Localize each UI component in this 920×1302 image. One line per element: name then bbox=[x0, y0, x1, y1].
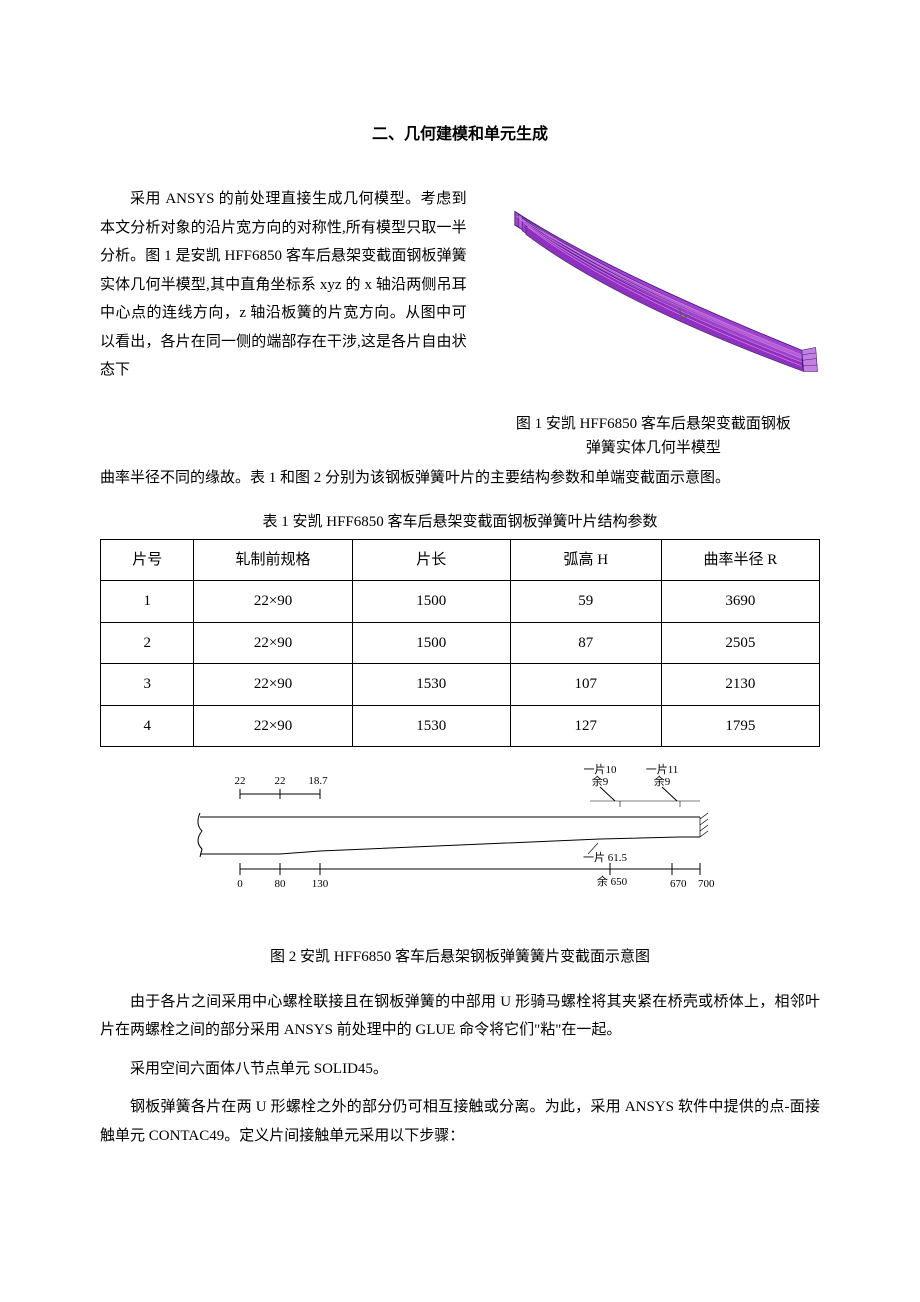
figure-column: 图 1 安凯 HFF6850 客车后悬架变截面钢板 弹簧实体几何半模型 bbox=[487, 185, 820, 460]
table-header-row: 片号 轧制前规格 片长 弧高 H 曲率半径 R bbox=[101, 539, 820, 581]
table-body: 122×901500593690 222×901500872505 322×90… bbox=[101, 581, 820, 747]
dim-22b: 22 bbox=[275, 775, 286, 787]
spring-model-svg bbox=[487, 185, 820, 395]
col-4: 曲率半径 R bbox=[661, 539, 819, 581]
section-title: 二、几何建模和单元生成 bbox=[100, 120, 820, 150]
text-column: 采用 ANSYS 的前处理直接生成几何模型。考虑到本文分析对象的沿片宽方向的对称… bbox=[100, 185, 467, 385]
col-1: 轧制前规格 bbox=[194, 539, 352, 581]
table-row: 122×901500593690 bbox=[101, 581, 820, 623]
table-row: 222×901500872505 bbox=[101, 622, 820, 664]
x80: 80 bbox=[275, 878, 287, 890]
dim-22a: 22 bbox=[235, 775, 246, 787]
note-yp11: 一片11 bbox=[646, 763, 679, 776]
cross-section-svg: 22 22 18.7 一片10 余9 一片11 余9 bbox=[180, 759, 740, 919]
fig1-caption-line1: 图 1 安凯 HFF6850 客车后悬架变截面钢板 bbox=[516, 416, 791, 432]
para-1: 采用 ANSYS 的前处理直接生成几何模型。考虑到本文分析对象的沿片宽方向的对称… bbox=[100, 185, 467, 385]
x0: 0 bbox=[237, 878, 243, 890]
mark-yp615: 一片 61.5 bbox=[583, 851, 627, 864]
x670: 670 bbox=[670, 878, 687, 890]
col-0: 片号 bbox=[101, 539, 194, 581]
two-column-block: 采用 ANSYS 的前处理直接生成几何模型。考虑到本文分析对象的沿片宽方向的对称… bbox=[100, 185, 820, 460]
table-row: 322×9015301072130 bbox=[101, 664, 820, 706]
note-yp10: 一片10 bbox=[584, 763, 617, 776]
para-4: 钢板弹簧各片在两 U 形螺栓之外的部分仍可相互接触或分离。为此，采用 ANSYS… bbox=[100, 1093, 820, 1150]
table-row: 422×9015301271795 bbox=[101, 705, 820, 747]
para-3: 采用空间六面体八节点单元 SOLID45。 bbox=[100, 1055, 820, 1084]
note-yu9b: 余9 bbox=[654, 774, 671, 788]
para-2: 由于各片之间采用中心螺栓联接且在钢板弹簧的中部用 U 形骑马螺栓将其夹紧在桥壳或… bbox=[100, 988, 820, 1045]
dim-18-7: 18.7 bbox=[308, 775, 328, 787]
figure-2: 22 22 18.7 一片10 余9 一片11 余9 bbox=[100, 759, 820, 972]
note-yu9a: 余9 bbox=[592, 774, 609, 788]
table-1: 片号 轧制前规格 片长 弧高 H 曲率半径 R 122×901500593690… bbox=[100, 539, 820, 748]
figure-1: 图 1 安凯 HFF6850 客车后悬架变截面钢板 弹簧实体几何半模型 bbox=[487, 185, 820, 460]
col-2: 片长 bbox=[352, 539, 510, 581]
figure-1-caption: 图 1 安凯 HFF6850 客车后悬架变截面钢板 弹簧实体几何半模型 bbox=[487, 412, 820, 460]
para-1-continued: 曲率半径不同的缘故。表 1 和图 2 分别为该钢板弹簧叶片的主要结构参数和单端变… bbox=[100, 464, 820, 493]
col-3: 弧高 H bbox=[510, 539, 661, 581]
fig1-caption-line2: 弹簧实体几何半模型 bbox=[586, 440, 721, 456]
figure-2-caption: 图 2 安凯 HFF6850 客车后悬架钢板弹簧簧片变截面示意图 bbox=[100, 943, 820, 972]
x700: 700 bbox=[698, 878, 715, 890]
x130: 130 bbox=[312, 878, 329, 890]
mark-yu650: 余 650 bbox=[597, 874, 628, 888]
table-1-caption: 表 1 安凯 HFF6850 客车后悬架变截面钢板弹簧叶片结构参数 bbox=[100, 508, 820, 537]
